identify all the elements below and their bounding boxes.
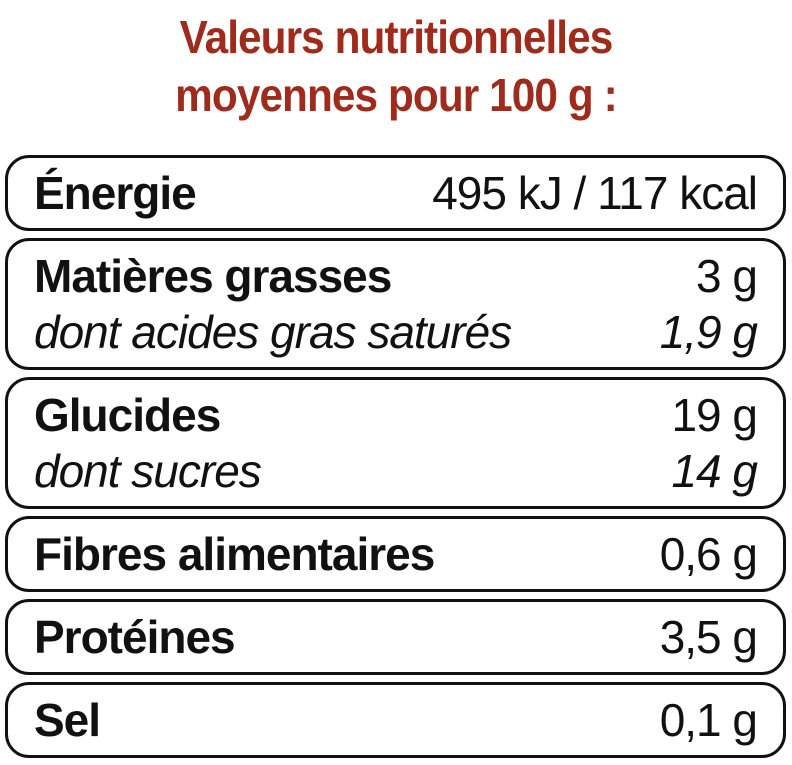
nutrient-label: Glucides [34,389,221,441]
nutrient-label: dont acides gras saturés [34,306,512,358]
nutrient-value: 3,5 g [659,611,758,663]
nutrient-label: dont sucres [34,445,262,497]
nutrient-label: Fibres alimentaires [34,528,435,580]
nutrition-table: Énergie 495 kJ / 117 kcal Matières grasses… [5,155,786,765]
nutrient-value: 0,1 g [659,694,758,746]
nutrient-label: Sel [34,694,101,746]
title-line: Valeurs nutritionnelles [179,11,614,63]
nutrient-group: Sel 0,1 g [5,682,786,758]
nutrient-group: Glucides 19 g dont sucres 14 g [5,377,786,509]
nutrient-row: Glucides 19 g [34,384,758,446]
title-line: moyennes pour 100 g : [175,69,618,121]
nutrient-subrow: dont acides gras saturés 1,9 g [34,301,758,363]
nutrient-row: Sel 0,1 g [34,689,758,751]
nutrient-row: Fibres alimentaires 0,6 g [34,523,758,585]
nutrient-label: Matières grasses [34,250,392,302]
nutrient-group: Protéines 3,5 g [5,599,786,675]
nutrient-group: Matières grasses 3 g dont acides gras satu… [5,238,786,370]
title: Valeurs nutritionnelles moyennes pour 10… [0,8,792,124]
nutrient-subrow: dont sucres 14 g [34,440,758,502]
nutrient-group: Fibres alimentaires 0,6 g [5,516,786,592]
nutrient-row: Matières grasses 3 g [34,245,758,307]
nutrient-label: Protéines [34,611,236,663]
nutrient-value: 14 g [671,445,758,497]
nutrient-group: Énergie 495 kJ / 117 kcal [5,155,786,231]
nutrient-row: Protéines 3,5 g [34,606,758,668]
nutrient-value: 0,6 g [659,528,758,580]
nutrient-value: 495 kJ / 117 kcal [432,167,758,219]
nutrient-value: 3 g [696,250,758,302]
nutrient-label: Énergie [34,167,197,219]
page: Valeurs nutritionnelles moyennes pour 10… [0,8,792,758]
nutrient-row: Énergie 495 kJ / 117 kcal [34,162,758,224]
nutrient-value: 19 g [671,389,758,441]
nutrient-value: 1,9 g [659,306,758,358]
